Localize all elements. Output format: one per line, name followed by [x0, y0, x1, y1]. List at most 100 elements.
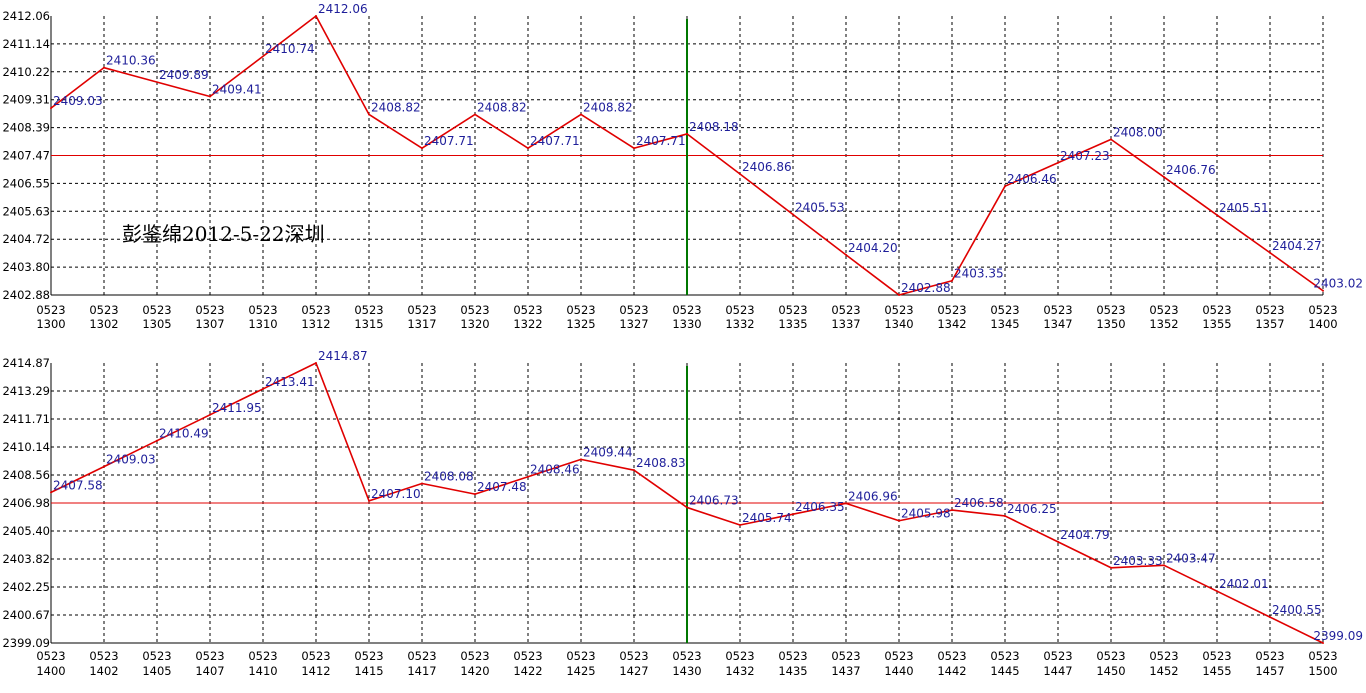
- data-label: 2407.71: [424, 134, 474, 148]
- x-tick-label-date: 0523: [142, 303, 171, 317]
- y-tick-label: 2413.29: [2, 384, 50, 398]
- data-point: [633, 147, 635, 150]
- x-tick-label-time: 1305: [142, 317, 171, 331]
- data-point: [1004, 185, 1006, 188]
- data-label: 2410.49: [159, 427, 209, 441]
- x-tick-label-date: 0523: [248, 649, 277, 663]
- data-label: 2409.03: [106, 453, 156, 467]
- series-segment: [527, 458, 582, 478]
- series-segment: [262, 362, 317, 390]
- x-tick-label-time: 1455: [1202, 664, 1231, 678]
- data-point: [315, 362, 317, 364]
- x-tick-label-time: 1400: [36, 664, 65, 678]
- x-tick-label-date: 0523: [354, 303, 383, 317]
- x-tick-label-date: 0523: [460, 649, 489, 663]
- series-segment: [1057, 541, 1112, 569]
- data-label: 2406.35: [795, 500, 845, 514]
- data-point: [845, 502, 847, 505]
- x-tick-label-time: 1352: [1149, 317, 1178, 331]
- x-tick-label-time: 1355: [1202, 317, 1231, 331]
- series-segment: [898, 279, 953, 296]
- y-tick-label: 2411.14: [2, 37, 50, 51]
- series-segment: [474, 113, 529, 149]
- x-tick-label-time: 1400: [1308, 317, 1337, 331]
- series-segment: [315, 362, 370, 502]
- y-tick-label: 2414.87: [2, 356, 50, 370]
- x-tick-label-date: 0523: [195, 303, 224, 317]
- y-tick-label: 2403.82: [2, 552, 50, 566]
- data-label: 2406.73: [689, 493, 739, 507]
- y-tick-label: 2412.06: [2, 9, 50, 23]
- series-segment: [421, 482, 476, 495]
- data-label: 2410.74: [265, 42, 315, 56]
- x-tick-label-time: 1320: [460, 317, 489, 331]
- x-tick-label-time: 1452: [1149, 664, 1178, 678]
- data-point: [792, 213, 794, 216]
- y-tick-label: 2405.63: [2, 204, 50, 218]
- x-tick-label-time: 1327: [619, 317, 648, 331]
- series-segment: [1269, 252, 1324, 292]
- x-tick-label-time: 1402: [89, 664, 118, 678]
- x-tick-label-date: 0523: [513, 649, 542, 663]
- x-tick-label-date: 0523: [89, 303, 118, 317]
- data-point: [1057, 540, 1059, 543]
- x-tick-label-date: 0523: [937, 303, 966, 317]
- data-label: 2410.36: [106, 54, 156, 68]
- data-label: 2404.79: [1060, 528, 1110, 542]
- data-label: 2408.46: [530, 463, 580, 477]
- x-tick-label-time: 1450: [1096, 664, 1125, 678]
- x-tick-label-time: 1405: [142, 664, 171, 678]
- y-tick-label: 2400.67: [2, 608, 50, 622]
- x-tick-label-time: 1325: [566, 317, 595, 331]
- x-tick-label-time: 1330: [672, 317, 701, 331]
- series-segment: [580, 113, 635, 149]
- series-segment: [315, 15, 370, 115]
- data-label: 2407.71: [530, 134, 580, 148]
- data-label: 2409.41: [212, 83, 262, 97]
- y-tick-label: 2410.22: [2, 65, 50, 79]
- series-segment: [156, 414, 211, 442]
- x-tick-label-date: 0523: [1255, 303, 1284, 317]
- data-label: 2408.82: [371, 100, 421, 114]
- data-point: [580, 113, 582, 116]
- series-segment: [951, 509, 1006, 517]
- x-tick-label-time: 1337: [831, 317, 860, 331]
- x-tick-label-date: 0523: [990, 649, 1019, 663]
- data-point: [421, 147, 423, 150]
- series-segment: [1057, 138, 1112, 164]
- x-tick-label-date: 0523: [195, 649, 224, 663]
- x-tick-label-time: 1447: [1043, 664, 1072, 678]
- data-point: [474, 493, 476, 496]
- series-segment: [50, 465, 105, 494]
- data-label: 2408.83: [636, 456, 686, 470]
- data-point: [951, 509, 953, 512]
- data-point: [686, 506, 688, 509]
- x-tick-label-time: 1420: [460, 664, 489, 678]
- y-tick-label: 2410.14: [2, 440, 50, 454]
- data-point: [1216, 214, 1218, 217]
- x-tick-label-time: 1442: [937, 664, 966, 678]
- data-point: [527, 475, 529, 478]
- y-tick-label: 2402.25: [2, 580, 50, 594]
- x-tick-label-date: 0523: [725, 303, 754, 317]
- data-label: 2408.18: [689, 120, 739, 134]
- x-tick-label-date: 0523: [566, 303, 595, 317]
- data-label: 2408.00: [1113, 125, 1163, 139]
- x-tick-label-time: 1342: [937, 317, 966, 331]
- data-label: 2405.74: [742, 511, 792, 525]
- data-label: 2414.87: [318, 349, 368, 363]
- x-tick-label-time: 1457: [1255, 664, 1284, 678]
- data-label: 2406.96: [848, 489, 898, 503]
- x-tick-label-date: 0523: [248, 303, 277, 317]
- x-tick-label-time: 1350: [1096, 317, 1125, 331]
- x-tick-label-date: 0523: [672, 649, 701, 663]
- series-segment: [527, 113, 582, 149]
- y-tick-label: 2406.55: [2, 176, 50, 190]
- x-tick-label-time: 1437: [831, 664, 860, 678]
- series-segment: [739, 173, 794, 216]
- series-segment: [792, 213, 847, 256]
- x-tick-label-date: 0523: [36, 303, 65, 317]
- data-point: [103, 66, 105, 69]
- x-tick-label-date: 0523: [36, 649, 65, 663]
